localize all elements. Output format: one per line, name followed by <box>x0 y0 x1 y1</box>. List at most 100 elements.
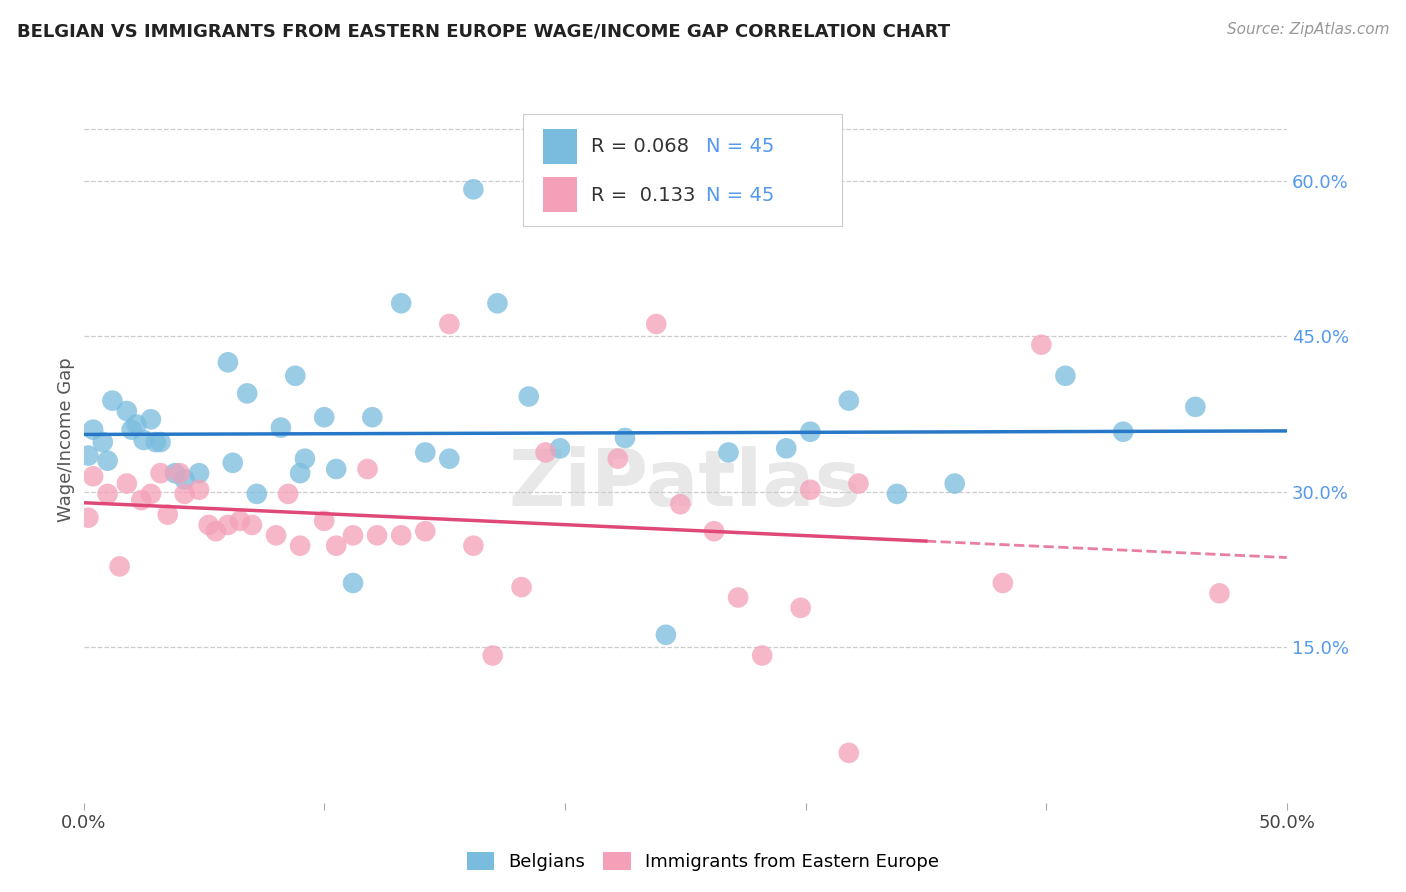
Text: BELGIAN VS IMMIGRANTS FROM EASTERN EUROPE WAGE/INCOME GAP CORRELATION CHART: BELGIAN VS IMMIGRANTS FROM EASTERN EUROP… <box>17 22 950 40</box>
Point <box>97 454 120 468</box>
Point <box>439 451 461 466</box>
Bar <box>543 178 576 212</box>
Point <box>139 487 162 501</box>
Point <box>288 466 311 480</box>
Point <box>991 576 1014 591</box>
Point <box>284 368 307 383</box>
Point <box>163 466 186 480</box>
Point <box>1184 400 1206 414</box>
Point <box>121 423 143 437</box>
Point <box>169 466 191 480</box>
Point <box>77 510 100 524</box>
Point <box>799 483 821 497</box>
Point <box>366 528 388 542</box>
Text: Source: ZipAtlas.com: Source: ZipAtlas.com <box>1226 22 1389 37</box>
Point <box>389 528 412 542</box>
Point <box>149 435 172 450</box>
Point <box>217 518 239 533</box>
Point <box>129 493 152 508</box>
Legend: Belgians, Immigrants from Eastern Europe: Belgians, Immigrants from Eastern Europe <box>460 845 946 879</box>
Point <box>342 576 364 591</box>
Point <box>132 433 155 447</box>
Point <box>463 539 485 553</box>
Point <box>101 393 124 408</box>
Point <box>314 410 336 425</box>
Point <box>534 445 557 459</box>
Point <box>217 355 239 369</box>
Point <box>115 404 138 418</box>
Point <box>486 296 509 310</box>
Point <box>606 451 628 466</box>
Point <box>645 317 668 331</box>
Point <box>389 296 412 310</box>
Point <box>848 476 870 491</box>
Bar <box>543 128 576 163</box>
Point <box>886 487 908 501</box>
Point <box>481 648 503 663</box>
Point <box>188 483 211 497</box>
Point <box>82 423 104 437</box>
Point <box>246 487 269 501</box>
Point <box>188 466 211 480</box>
Y-axis label: Wage/Income Gap: Wage/Income Gap <box>58 358 75 523</box>
Point <box>240 518 263 533</box>
Point <box>510 580 533 594</box>
Point <box>439 317 461 331</box>
Point <box>838 746 860 760</box>
Point <box>356 462 378 476</box>
Point <box>145 435 167 450</box>
Point <box>115 476 138 491</box>
Point <box>799 425 821 439</box>
Point <box>125 417 148 432</box>
Point <box>156 508 179 522</box>
Point <box>314 514 336 528</box>
Point <box>205 524 228 538</box>
Point <box>173 472 195 486</box>
Point <box>614 431 637 445</box>
Point <box>264 528 287 542</box>
Point <box>325 462 347 476</box>
Point <box>1112 425 1135 439</box>
Point <box>655 628 678 642</box>
Point <box>838 393 860 408</box>
Point <box>294 451 316 466</box>
Point <box>173 487 195 501</box>
Point <box>413 445 436 459</box>
Point <box>703 524 725 538</box>
Text: N = 45: N = 45 <box>706 137 775 156</box>
Point <box>669 497 692 511</box>
Point <box>1054 368 1077 383</box>
Point <box>361 410 384 425</box>
Point <box>751 648 773 663</box>
Point <box>222 456 245 470</box>
Point <box>1031 337 1053 351</box>
Point <box>325 539 347 553</box>
FancyBboxPatch shape <box>523 113 842 226</box>
Text: N = 45: N = 45 <box>706 186 775 204</box>
Point <box>413 524 436 538</box>
Point <box>943 476 966 491</box>
Point <box>229 514 252 528</box>
Point <box>149 466 172 480</box>
Point <box>197 518 219 533</box>
Point <box>97 487 120 501</box>
Point <box>82 469 104 483</box>
Point <box>342 528 364 542</box>
Point <box>236 386 259 401</box>
Point <box>1208 586 1230 600</box>
Text: ZiPatlas: ZiPatlas <box>509 445 862 522</box>
Point <box>108 559 131 574</box>
Point <box>277 487 299 501</box>
Text: R = 0.068: R = 0.068 <box>592 137 689 156</box>
Point <box>270 420 292 434</box>
Point <box>288 539 311 553</box>
Point <box>77 449 100 463</box>
Point <box>789 600 811 615</box>
Point <box>717 445 740 459</box>
Point <box>775 442 797 456</box>
Point <box>548 442 571 456</box>
Point <box>463 182 485 196</box>
Point <box>517 390 540 404</box>
Point <box>139 412 162 426</box>
Point <box>91 435 114 450</box>
